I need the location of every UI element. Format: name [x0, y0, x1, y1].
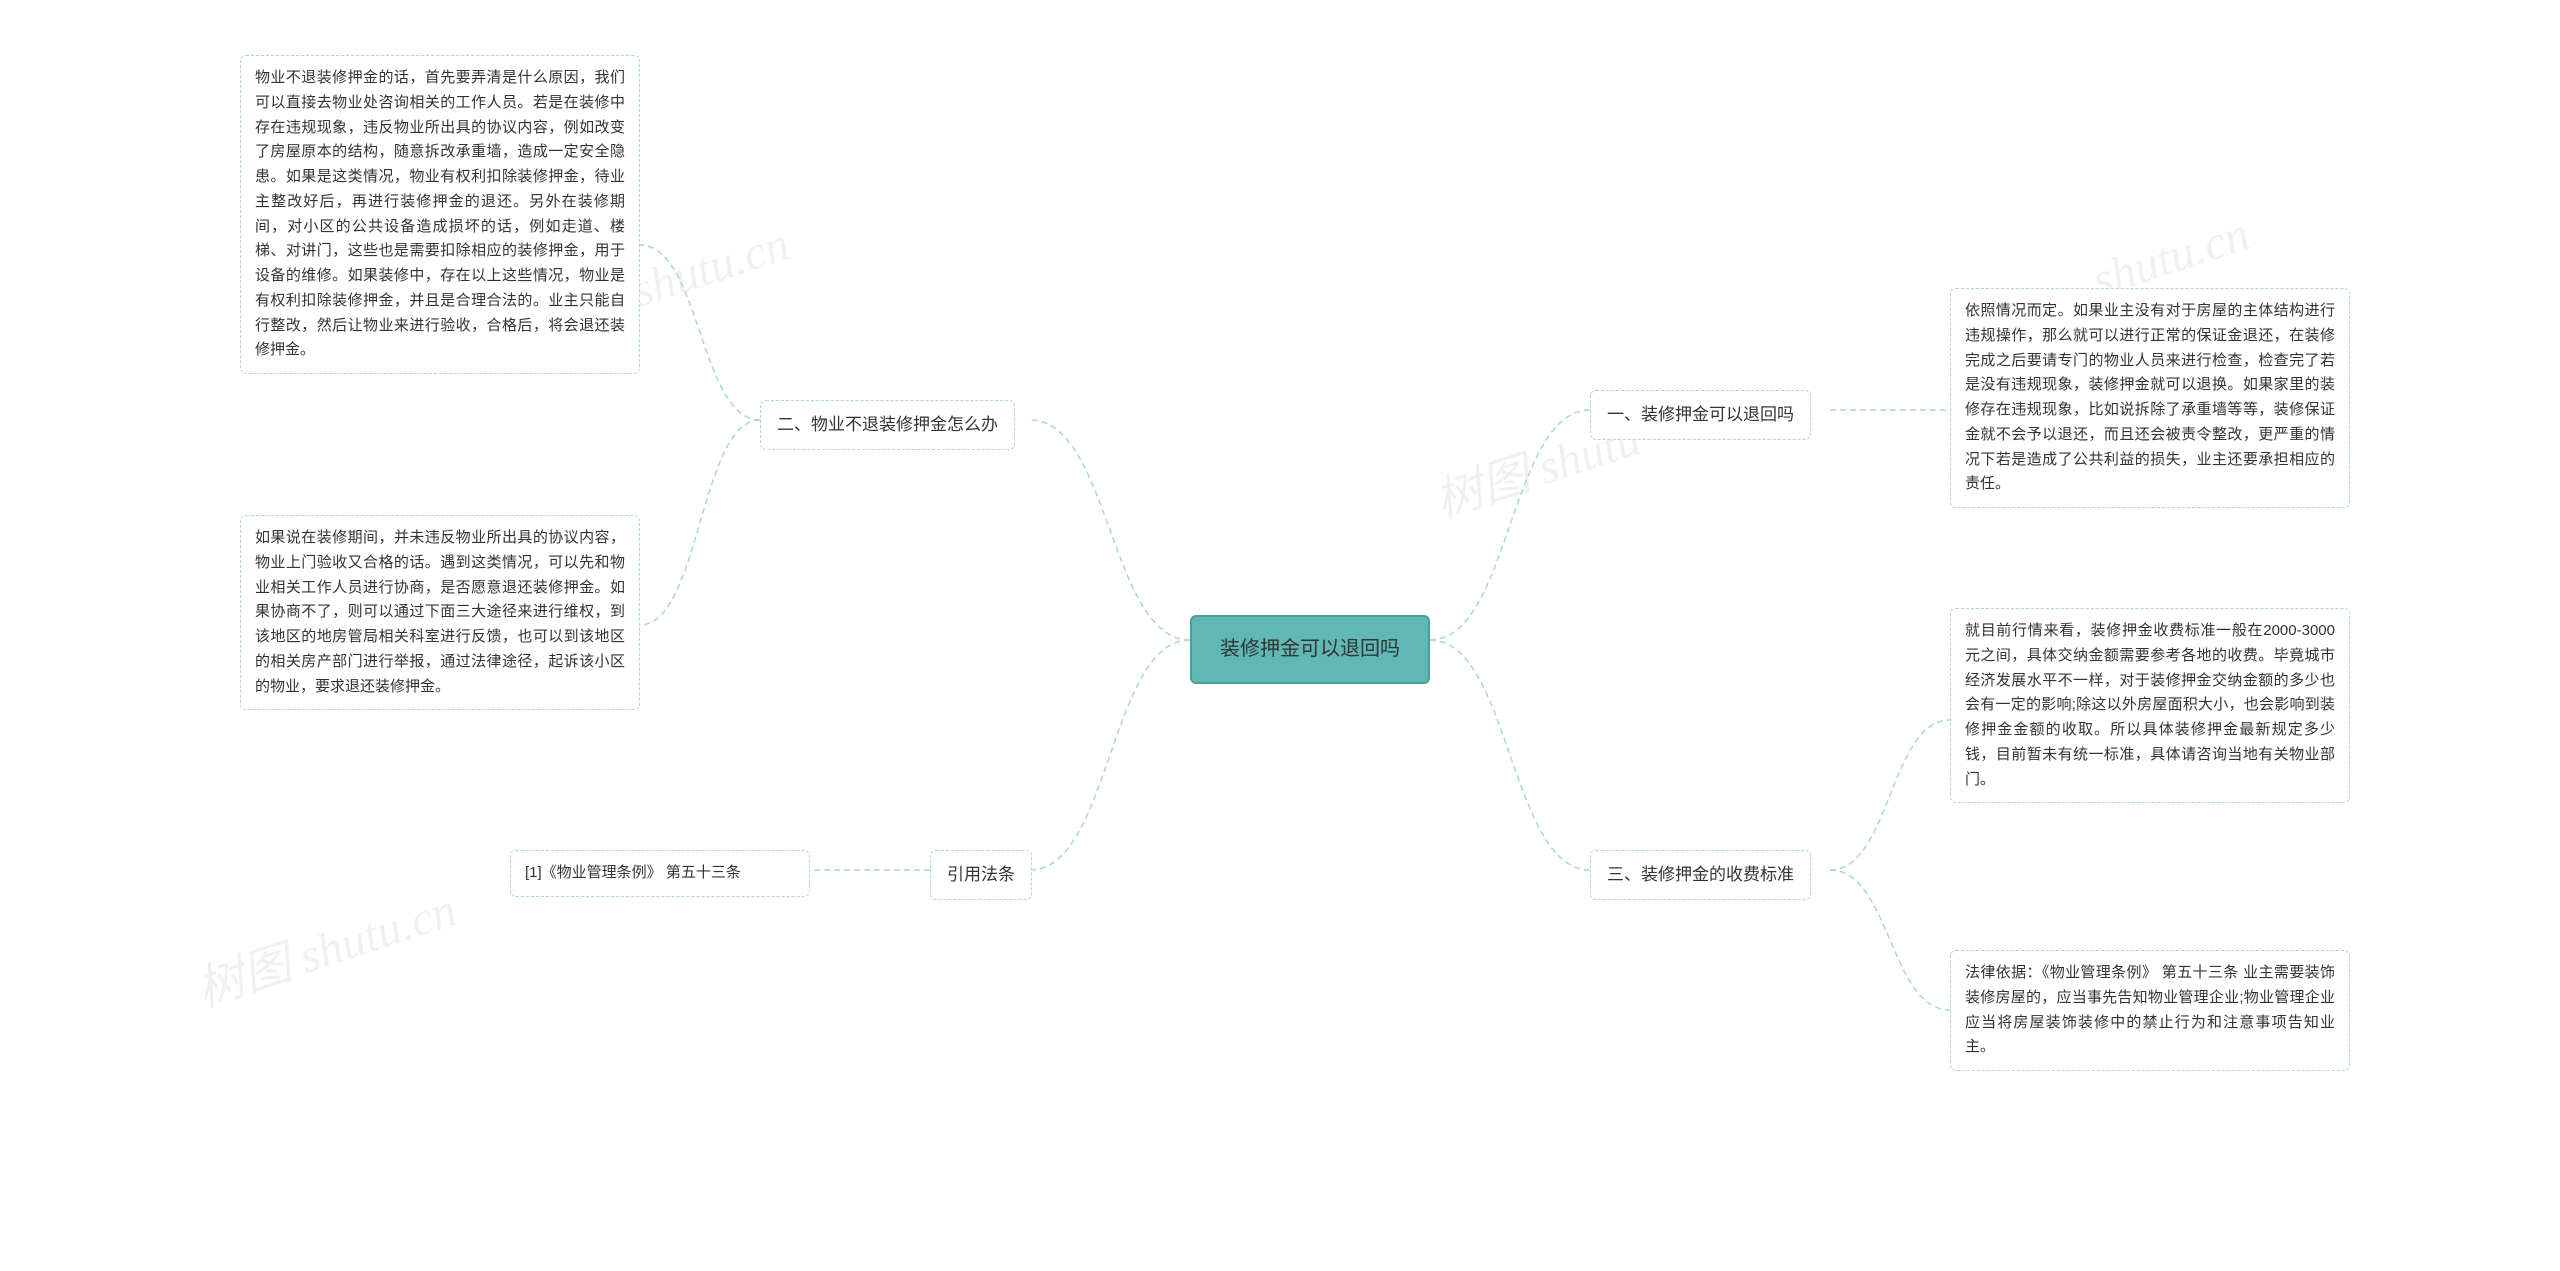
branch-label: 三、装修押金的收费标准	[1607, 865, 1794, 884]
leaf-text: 物业不退装修押金的话，首先要弄清是什么原因，我们可以直接去物业处咨询相关的工作人…	[255, 69, 625, 358]
leaf-right-2-1: 就目前行情来看，装修押金收费标准一般在2000-3000元之间，具体交纳金额需要…	[1950, 608, 2350, 803]
leaf-right-1-1: 依照情况而定。如果业主没有对于房屋的主体结构进行违规操作，那么就可以进行正常的保…	[1950, 288, 2350, 508]
leaf-left-1-2: 如果说在装修期间，并未违反物业所出具的协议内容，物业上门验收又合格的话。遇到这类…	[240, 515, 640, 710]
root-node: 装修押金可以退回吗	[1190, 615, 1430, 684]
branch-right-1: 一、装修押金可以退回吗	[1590, 390, 1811, 440]
leaf-left-2-1: [1]《物业管理条例》 第五十三条	[510, 850, 810, 897]
branch-left-2: 引用法条	[930, 850, 1032, 900]
watermark: 树图 shutu.cn	[186, 870, 464, 1020]
leaf-text: 就目前行情来看，装修押金收费标准一般在2000-3000元之间，具体交纳金额需要…	[1965, 622, 2335, 788]
leaf-text: [1]《物业管理条例》 第五十三条	[525, 864, 741, 881]
leaf-text: 法律依据：《物业管理条例》 第五十三条 业主需要装饰装修房屋的，应当事先告知物业…	[1965, 964, 2335, 1055]
branch-label: 二、物业不退装修押金怎么办	[777, 415, 998, 434]
leaf-left-1-1: 物业不退装修押金的话，首先要弄清是什么原因，我们可以直接去物业处咨询相关的工作人…	[240, 55, 640, 374]
branch-right-2: 三、装修押金的收费标准	[1590, 850, 1811, 900]
branch-label: 引用法条	[947, 865, 1015, 884]
leaf-right-2-2: 法律依据：《物业管理条例》 第五十三条 业主需要装饰装修房屋的，应当事先告知物业…	[1950, 950, 2350, 1071]
leaf-text: 依照情况而定。如果业主没有对于房屋的主体结构进行违规操作，那么就可以进行正常的保…	[1965, 302, 2335, 492]
watermark: shutu.cn	[625, 216, 795, 318]
branch-left-1: 二、物业不退装修押金怎么办	[760, 400, 1015, 450]
root-title: 装修押金可以退回吗	[1220, 638, 1400, 660]
branch-label: 一、装修押金可以退回吗	[1607, 405, 1794, 424]
leaf-text: 如果说在装修期间，并未违反物业所出具的协议内容，物业上门验收又合格的话。遇到这类…	[255, 529, 625, 695]
